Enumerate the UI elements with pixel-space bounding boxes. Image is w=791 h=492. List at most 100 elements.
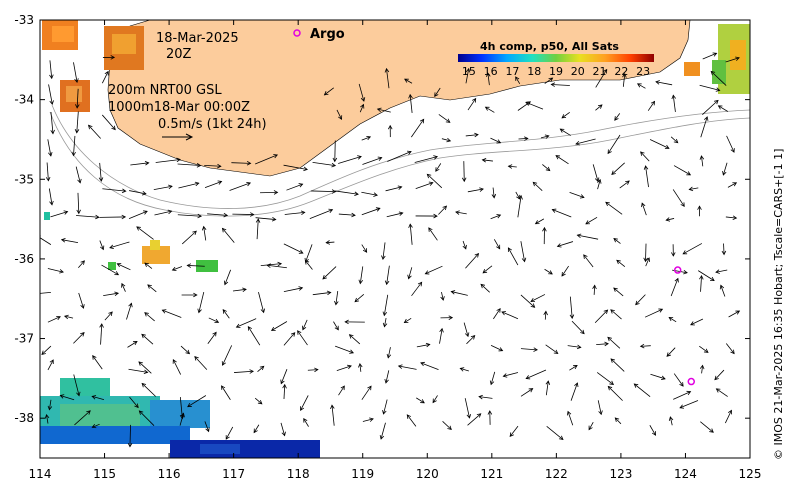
current-vector <box>710 70 727 86</box>
colorbar-tick-label: 15 <box>462 65 476 78</box>
current-vector <box>435 163 442 172</box>
current-vector <box>286 183 304 191</box>
current-vector <box>726 135 735 153</box>
current-vector <box>507 247 519 266</box>
current-vector <box>280 369 288 385</box>
current-vector <box>91 423 100 429</box>
y-tick-label: -36 <box>14 252 34 266</box>
colorbar-title: 4h comp, p50, All Sats <box>480 40 619 53</box>
current-vector <box>699 274 704 292</box>
current-vector <box>607 385 623 401</box>
current-vector <box>358 362 363 372</box>
x-tick-label: 116 <box>158 467 181 481</box>
current-vector <box>336 364 352 372</box>
current-vector <box>520 347 538 352</box>
current-vector <box>312 290 332 296</box>
current-vector <box>171 266 183 272</box>
contour-200m <box>51 104 750 209</box>
current-vector <box>270 321 288 331</box>
current-vector <box>502 372 519 378</box>
x-tick-label: 118 <box>287 467 310 481</box>
current-vector <box>647 100 656 111</box>
current-vector <box>129 396 139 409</box>
current-vector <box>715 269 728 274</box>
current-vector <box>397 364 417 370</box>
current-vector <box>561 111 570 119</box>
current-vector <box>385 185 403 192</box>
current-vector <box>542 226 547 245</box>
current-vector <box>384 370 390 384</box>
argo-float-marker <box>673 266 682 274</box>
current-vector <box>336 109 343 120</box>
current-vector <box>207 331 217 345</box>
current-vector <box>462 240 467 250</box>
current-vector <box>141 382 156 397</box>
current-vector <box>595 68 608 88</box>
current-vector <box>102 188 127 194</box>
current-vector <box>338 212 356 218</box>
current-vector <box>71 135 76 157</box>
current-vector <box>101 264 120 276</box>
current-vector <box>670 136 679 144</box>
current-vector <box>635 294 646 306</box>
current-vector <box>253 424 260 434</box>
current-vector <box>643 165 649 188</box>
current-vector <box>481 157 493 163</box>
current-vector <box>699 84 721 92</box>
current-vector <box>556 241 574 248</box>
current-vector <box>138 361 152 374</box>
current-vector <box>141 333 154 345</box>
current-vectors <box>40 52 741 448</box>
current-vector <box>381 242 386 261</box>
current-vector <box>48 188 54 206</box>
current-vector <box>386 211 404 218</box>
current-vector <box>525 101 544 110</box>
current-vector <box>438 114 451 123</box>
current-vector <box>416 342 431 348</box>
current-vector <box>109 241 130 249</box>
current-vector <box>644 308 664 318</box>
current-vector <box>40 291 51 296</box>
current-vector <box>569 296 575 320</box>
argo-floats <box>673 266 696 386</box>
current-vector <box>415 181 434 190</box>
x-tick-label: 114 <box>29 467 52 481</box>
current-vector <box>542 164 551 172</box>
current-vector <box>596 341 609 347</box>
current-vector <box>719 284 726 297</box>
current-vector <box>338 385 345 396</box>
current-vector <box>304 259 313 270</box>
current-vector <box>722 162 728 176</box>
current-vector <box>432 395 438 404</box>
current-vector <box>520 388 534 397</box>
current-vector <box>181 230 197 245</box>
current-vector <box>607 134 621 155</box>
current-vector <box>725 343 735 355</box>
current-vector <box>424 265 443 275</box>
current-vector <box>59 394 75 401</box>
current-vector <box>102 55 116 60</box>
current-vector <box>671 244 676 257</box>
current-vector <box>258 292 266 314</box>
current-vector <box>639 343 651 349</box>
current-vector <box>376 107 391 113</box>
current-vector <box>517 194 523 218</box>
current-vector <box>255 154 279 165</box>
current-vector <box>325 240 335 245</box>
current-vector <box>566 410 574 426</box>
x-tick-label: 119 <box>351 467 374 481</box>
current-vector <box>361 207 381 216</box>
current-vector <box>362 417 374 422</box>
current-vector <box>645 257 650 267</box>
current-vector <box>229 181 252 191</box>
current-vector <box>359 103 365 113</box>
current-vector <box>130 160 150 166</box>
current-vector <box>338 155 362 164</box>
current-vector <box>197 291 205 314</box>
current-vector <box>116 263 131 271</box>
current-vector <box>404 78 413 84</box>
current-vector <box>260 261 283 267</box>
current-vector <box>76 214 100 220</box>
current-vector <box>254 397 263 405</box>
current-vector <box>546 426 564 441</box>
